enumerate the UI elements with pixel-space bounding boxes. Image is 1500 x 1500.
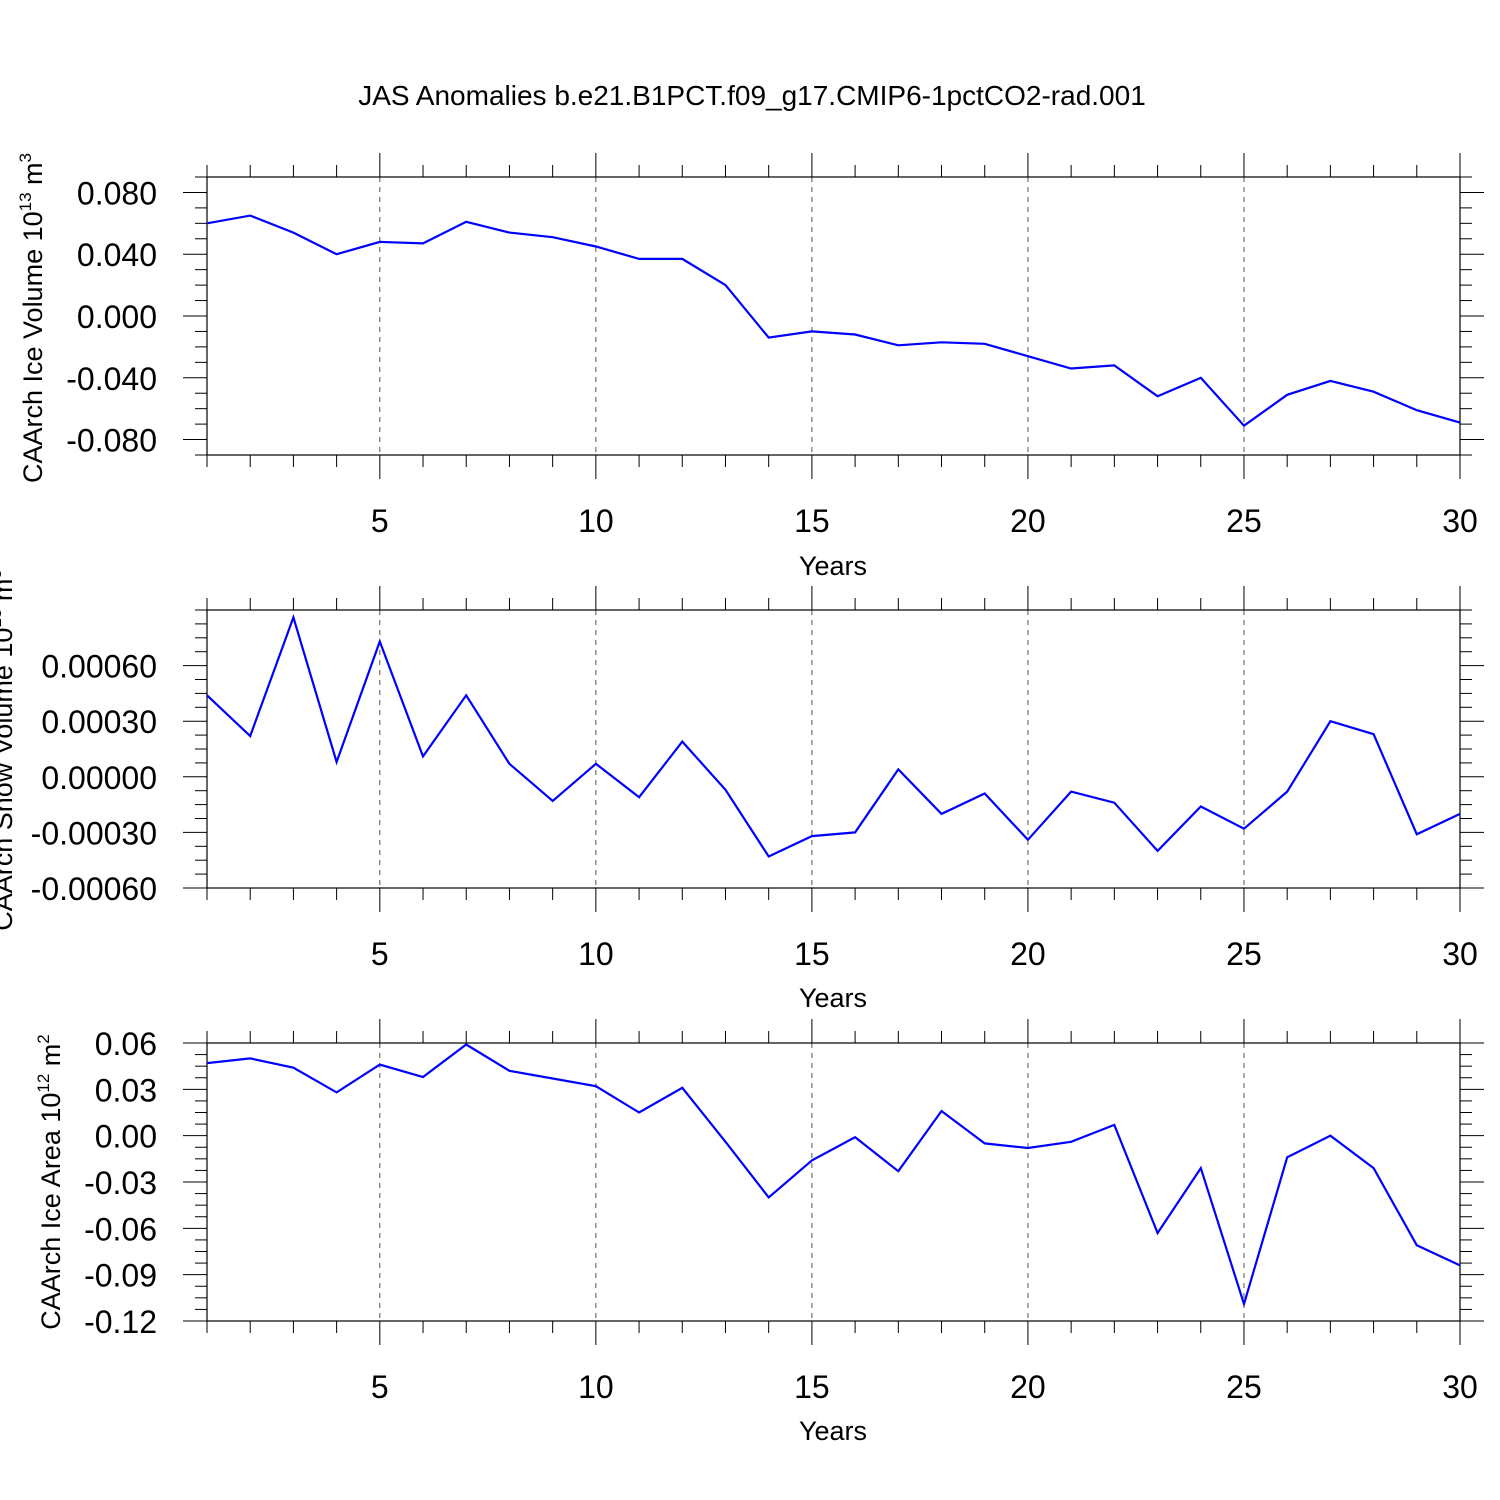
x-tick-label: 5: [371, 503, 389, 539]
xlabel-snow-volume: Years: [799, 983, 867, 1013]
y-tick-label: -0.00060: [31, 871, 157, 907]
plot-frame: [206, 1042, 1461, 1322]
y-tick-label: 0.00030: [41, 704, 157, 740]
panel-ice-volume: CAArch Ice Volume 1013 m3 Years 5 10 15 20 2…: [16, 153, 1484, 581]
x-tick-label: 10: [578, 936, 614, 972]
y-tick-label: 0.00000: [41, 760, 157, 796]
plot-frame: [206, 176, 1461, 456]
x-tick-label: 30: [1442, 1369, 1478, 1405]
y-tick-label: 0.00: [95, 1119, 157, 1155]
y-tick-label: 0.03: [95, 1072, 157, 1108]
series-line: [206, 1043, 1461, 1308]
x-tick-label: 15: [794, 503, 830, 539]
ylabel-snow-volume: CAArch Snow Volume 1013 m3: [0, 569, 18, 931]
ylabel-ice-volume: CAArch Ice Volume 1013 m3: [16, 153, 48, 483]
x-tick-label: 30: [1442, 503, 1478, 539]
panel-snow-volume: CAArch Snow Volume 1013 m3 Years 5 10 15 20…: [0, 569, 1484, 1013]
y-tick-label: -0.12: [84, 1304, 157, 1340]
y-tick-label: -0.09: [84, 1258, 157, 1294]
x-tick-label: 20: [1010, 503, 1046, 539]
x-tick-label: 20: [1010, 936, 1046, 972]
plot-frame: [206, 609, 1461, 889]
x-tick-label: 5: [371, 1369, 389, 1405]
x-tick-label: 5: [371, 936, 389, 972]
x-tick-label: 25: [1226, 503, 1262, 539]
xlabel-ice-volume: Years: [799, 551, 867, 581]
x-tick-label: 25: [1226, 1369, 1262, 1405]
y-tick-label: 0.080: [77, 175, 157, 211]
series-line: [206, 613, 1461, 858]
x-tick-label: 20: [1010, 1369, 1046, 1405]
x-tick-label: 15: [794, 1369, 830, 1405]
panel-ice-area: CAArch Ice Area 1012 m2 Years 5 10 15 20 25 3…: [34, 1019, 1484, 1446]
y-tick-label: -0.080: [66, 423, 157, 459]
y-tick-label: -0.03: [84, 1165, 157, 1201]
y-tick-label: 0.06: [95, 1026, 157, 1062]
y-tick-label: -0.06: [84, 1211, 157, 1247]
x-tick-label: 25: [1226, 936, 1262, 972]
x-tick-label: 10: [578, 1369, 614, 1405]
x-tick-label: 10: [578, 503, 614, 539]
x-tick-label: 30: [1442, 936, 1478, 972]
y-tick-label: 0.00060: [41, 649, 157, 685]
y-tick-label: -0.00030: [31, 815, 157, 851]
y-tick-label: 0.040: [77, 237, 157, 273]
ylabel-ice-area: CAArch Ice Area 1012 m2: [34, 1034, 66, 1330]
figure-title: JAS Anomalies b.e21.B1PCT.f09_g17.CMIP6-…: [358, 80, 1146, 111]
series-line: [206, 214, 1461, 428]
x-tick-label: 15: [794, 936, 830, 972]
xlabel-ice-area: Years: [799, 1416, 867, 1446]
y-tick-label: -0.040: [66, 361, 157, 397]
y-tick-label: 0.000: [77, 299, 157, 335]
